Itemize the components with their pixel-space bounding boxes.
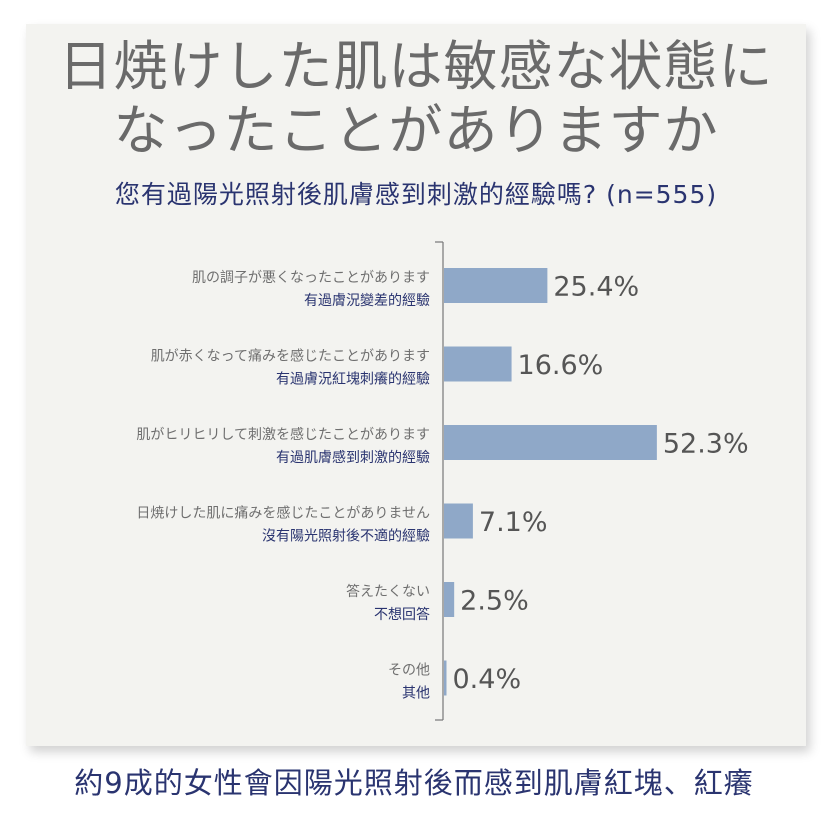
category-label-jp: 日焼けした肌に痛みを感じたことがありません: [136, 505, 430, 522]
bar: [444, 660, 447, 696]
bar: [444, 503, 473, 539]
value-label: 7.1%: [479, 507, 548, 538]
value-label: 25.4%: [553, 272, 639, 303]
category-label-jp: 答えたくない: [346, 583, 430, 600]
category-label-jp: 肌の調子が悪くなったことがあります: [192, 270, 430, 286]
footer-caption: 約9成的女性會因陽光照射後而感到肌膚紅塊、紅癢: [74, 766, 754, 800]
bar: [444, 268, 548, 303]
category-label-jp: 肌が赤くなって痛みを感じたことがあります: [151, 348, 430, 365]
bar: [444, 346, 512, 382]
chart-card: [26, 24, 806, 746]
bar: [444, 582, 455, 617]
category-label-zh: 其他: [402, 686, 430, 702]
page-title-line-1: 日焼けした肌は敏感な状態に: [58, 35, 774, 98]
chart-subtitle: 您有過陽光照射後肌膚感到刺激的經驗嗎? (n=555): [114, 180, 718, 209]
value-label: 0.4%: [453, 664, 522, 695]
category-label-zh: 不想回答: [374, 606, 430, 623]
bar: [444, 425, 657, 460]
value-label: 52.3%: [663, 429, 749, 460]
category-label-jp: 肌がヒリヒリして刺激を感じたことがあります: [136, 426, 430, 443]
category-label-zh: 沒有陽光照射後不適的經驗: [262, 528, 430, 545]
category-label-jp: その他: [388, 663, 430, 679]
value-label: 2.5%: [460, 586, 529, 617]
category-label-zh: 有過膚況紅塊刺癢的經驗: [276, 371, 430, 388]
value-label: 16.6%: [518, 350, 604, 381]
category-label-zh: 有過膚況變差的經驗: [304, 293, 430, 309]
page-title-line-2: なったことがありますか: [113, 99, 719, 162]
category-label-zh: 有過肌膚感到刺激的經驗: [276, 449, 430, 466]
